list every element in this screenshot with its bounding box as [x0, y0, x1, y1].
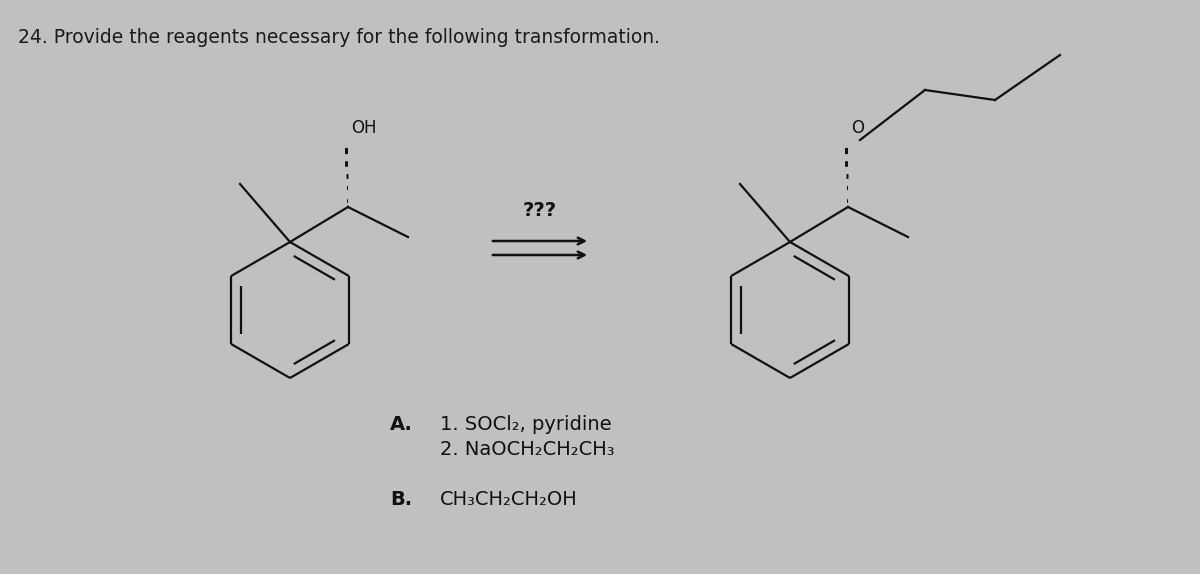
Text: A.: A. — [390, 415, 413, 434]
Text: ???: ??? — [523, 201, 557, 220]
Text: CH₃CH₂CH₂OH: CH₃CH₂CH₂OH — [440, 490, 577, 509]
Text: B.: B. — [390, 490, 412, 509]
Text: O: O — [851, 119, 864, 137]
Text: OH: OH — [352, 119, 377, 137]
Text: 1. SOCl₂, pyridine: 1. SOCl₂, pyridine — [440, 415, 612, 434]
Text: 24. Provide the reagents necessary for the following transformation.: 24. Provide the reagents necessary for t… — [18, 28, 660, 47]
Text: 2. NaOCH₂CH₂CH₃: 2. NaOCH₂CH₂CH₃ — [440, 440, 614, 459]
